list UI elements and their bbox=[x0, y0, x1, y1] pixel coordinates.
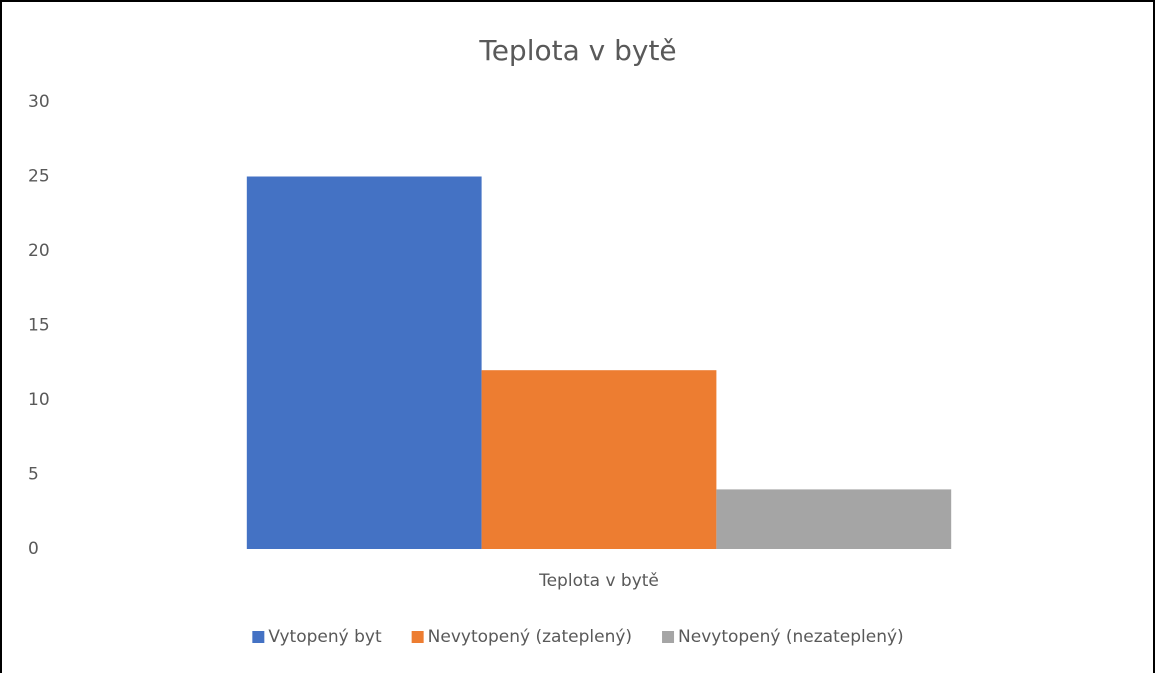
legend-swatch bbox=[252, 631, 265, 643]
y-tick-label: 20 bbox=[28, 241, 50, 261]
y-tick-label: 0 bbox=[28, 539, 39, 559]
chart-title: Teplota v bytě bbox=[478, 34, 676, 67]
legend-label: Vytopený byt bbox=[268, 627, 382, 647]
y-tick-label: 25 bbox=[28, 167, 50, 187]
legend-swatch bbox=[662, 631, 675, 643]
bar bbox=[481, 370, 717, 549]
legend-label: Nevytopený (zateplený) bbox=[428, 627, 632, 647]
y-tick-label: 15 bbox=[28, 316, 50, 336]
y-tick-label: 5 bbox=[28, 465, 39, 485]
legend-label: Nevytopený (nezateplený) bbox=[678, 627, 904, 647]
y-tick-label: 10 bbox=[28, 390, 50, 410]
legend-swatch bbox=[411, 631, 424, 643]
bar bbox=[246, 176, 482, 549]
y-tick-label: 30 bbox=[28, 92, 50, 112]
x-tick-label: Teplota v bytě bbox=[538, 571, 659, 591]
bar bbox=[716, 489, 952, 549]
